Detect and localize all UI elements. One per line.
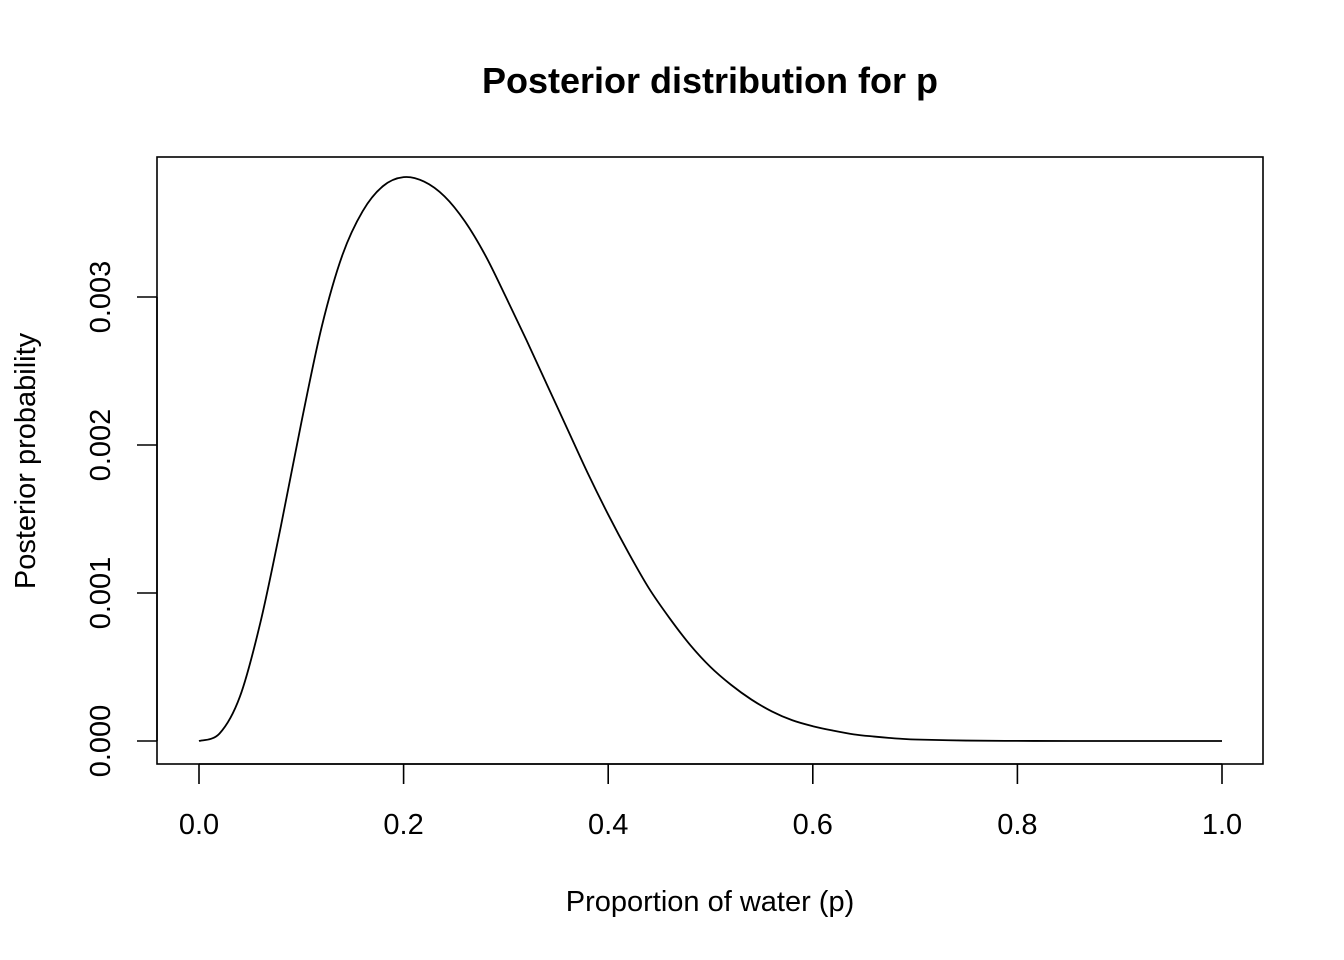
- y-tick-label: 0.002: [85, 409, 117, 482]
- chart-title: Posterior distribution for p: [482, 60, 938, 101]
- x-tick-label: 0.8: [997, 809, 1037, 841]
- plot-frame: [156, 156, 1264, 765]
- y-axis-label: Posterior probability: [10, 332, 42, 589]
- x-tick-label: 0.4: [588, 809, 628, 841]
- y-axis: 0.000 0.001 0.002 0.003: [85, 261, 158, 778]
- y-tick-label: 0.003: [85, 261, 117, 334]
- x-axis: 0.0 0.2 0.4 0.6 0.8 1.0: [179, 763, 1242, 841]
- x-tick-label: 0.0: [179, 809, 219, 841]
- x-tick-label: 1.0: [1202, 809, 1242, 841]
- x-tick-label: 0.2: [383, 809, 423, 841]
- x-tick-label: 0.6: [793, 809, 833, 841]
- posterior-curve: [198, 176, 1222, 742]
- y-tick-label: 0.000: [85, 705, 117, 778]
- x-axis-label: Proportion of water (p): [566, 886, 855, 918]
- y-tick-label: 0.001: [85, 557, 117, 630]
